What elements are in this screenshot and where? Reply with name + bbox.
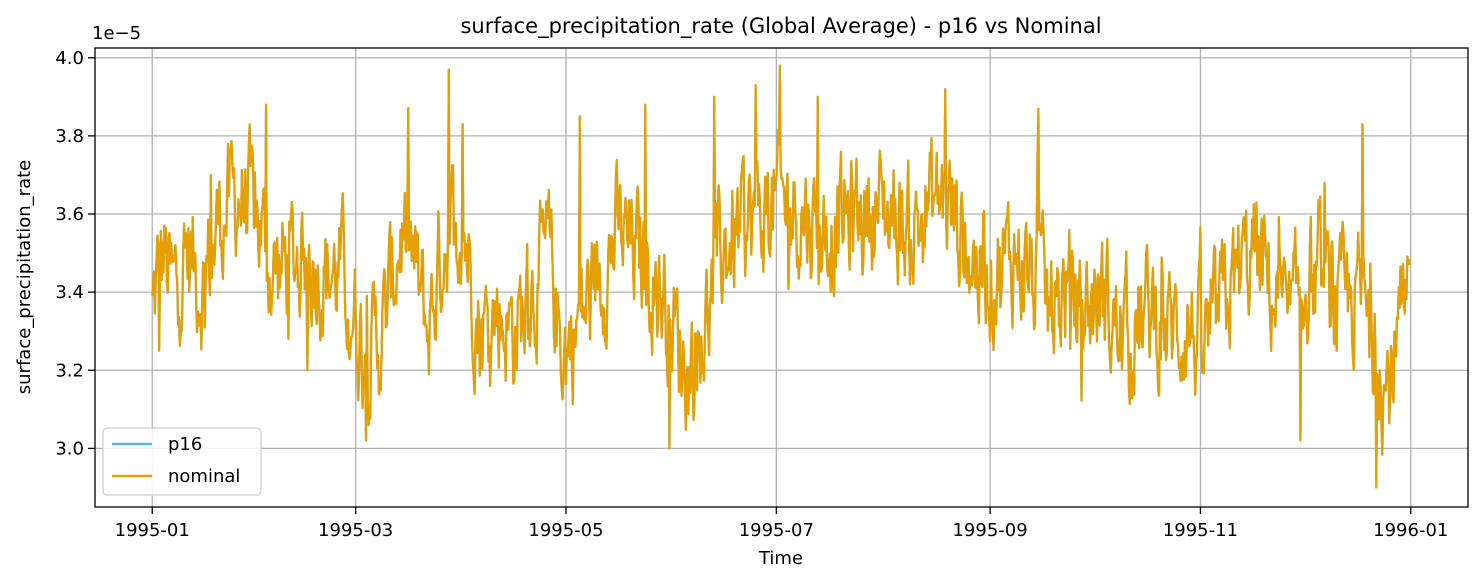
x-tick-label: 1996-01 [1373, 520, 1448, 541]
series-line-nominal [151, 64, 1411, 489]
x-tick-label: 1995-03 [318, 520, 393, 541]
chart-title: surface_precipitation_rate (Global Avera… [460, 14, 1101, 39]
plot-frame [94, 47, 1469, 508]
x-axis-label: Time [758, 548, 803, 569]
x-tick-label: 1995-11 [1163, 520, 1238, 541]
legend: p16 nominal [102, 427, 262, 496]
grid [95, 48, 1468, 507]
x-axis: 1995-01 1995-03 1995-05 1995-07 1995-09 1995-… [115, 507, 1448, 541]
y-axis: 3.0 3.2 3.4 3.6 3.8 4.0 [55, 48, 95, 459]
x-tick-label: 1995-09 [952, 520, 1027, 541]
y-tick-label: 3.4 [55, 282, 84, 303]
y-tick-label: 3.0 [55, 438, 84, 459]
y-offset-text: 1e−5 [92, 23, 141, 44]
legend-label-p16: p16 [168, 434, 202, 455]
y-axis-label: surface_precipitation_rate [14, 160, 35, 394]
x-tick-label: 1995-05 [528, 520, 603, 541]
y-tick-label: 4.0 [55, 48, 84, 69]
series-layer [151, 64, 1411, 489]
legend-label-nominal: nominal [168, 466, 240, 487]
x-tick-label: 1995-07 [739, 520, 814, 541]
x-tick-label: 1995-01 [115, 520, 190, 541]
y-tick-label: 3.8 [55, 126, 84, 147]
y-tick-label: 3.6 [55, 204, 84, 225]
y-tick-label: 3.2 [55, 360, 84, 381]
